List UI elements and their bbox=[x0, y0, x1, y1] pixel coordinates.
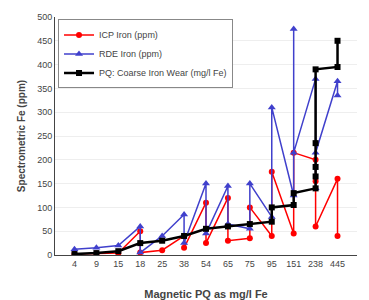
svg-text:445: 445 bbox=[330, 259, 345, 269]
svg-text:54: 54 bbox=[201, 259, 211, 269]
svg-text:151: 151 bbox=[286, 259, 301, 269]
svg-text:300: 300 bbox=[37, 107, 52, 117]
svg-text:18: 18 bbox=[135, 259, 145, 269]
svg-text:100: 100 bbox=[37, 203, 52, 213]
svg-text:25: 25 bbox=[157, 259, 167, 269]
svg-text:Spectrometric Fe (ppm): Spectrometric Fe (ppm) bbox=[16, 80, 27, 192]
svg-text:RDE Iron (ppm): RDE Iron (ppm) bbox=[99, 49, 162, 59]
svg-text:50: 50 bbox=[42, 226, 52, 236]
svg-text:238: 238 bbox=[308, 259, 323, 269]
svg-text:38: 38 bbox=[179, 259, 189, 269]
svg-text:75: 75 bbox=[245, 259, 255, 269]
svg-text:500: 500 bbox=[37, 12, 52, 22]
svg-text:400: 400 bbox=[37, 60, 52, 70]
svg-text:350: 350 bbox=[37, 84, 52, 94]
svg-text:250: 250 bbox=[37, 131, 52, 141]
svg-text:0: 0 bbox=[47, 250, 52, 260]
svg-text:450: 450 bbox=[37, 36, 52, 46]
svg-text:200: 200 bbox=[37, 155, 52, 165]
svg-text:95: 95 bbox=[267, 259, 277, 269]
svg-text:4: 4 bbox=[72, 259, 77, 269]
svg-text:ICP Iron (ppm): ICP Iron (ppm) bbox=[99, 30, 158, 40]
svg-text:150: 150 bbox=[37, 179, 52, 189]
svg-text:PQ: Coarse Iron Wear (mg/l Fe): PQ: Coarse Iron Wear (mg/l Fe) bbox=[99, 68, 226, 78]
svg-text:65: 65 bbox=[223, 259, 233, 269]
svg-text:9: 9 bbox=[94, 259, 99, 269]
svg-text:Magnetic PQ as mg/l Fe: Magnetic PQ as mg/l Fe bbox=[144, 288, 267, 300]
svg-text:15: 15 bbox=[113, 259, 123, 269]
